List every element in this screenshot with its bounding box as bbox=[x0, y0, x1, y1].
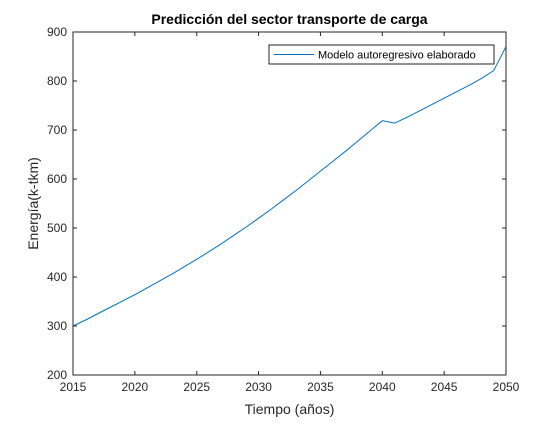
legend-entry: Modelo autoregresivo elaborado bbox=[318, 50, 476, 62]
y-axis-label: Energía(k-tkm) bbox=[25, 157, 41, 250]
series-lines bbox=[72, 46, 507, 327]
y-tick-label: 800 bbox=[47, 74, 67, 88]
plot-area bbox=[73, 32, 506, 375]
x-tick-label: 2015 bbox=[60, 380, 87, 394]
y-tick-label: 200 bbox=[47, 368, 67, 382]
x-tick-label: 2035 bbox=[307, 380, 334, 394]
series-line bbox=[72, 46, 507, 327]
x-tick-label: 2050 bbox=[493, 380, 520, 394]
legend: Modelo autoregresivo elaborado bbox=[268, 44, 495, 65]
y-tick-label: 400 bbox=[47, 270, 67, 284]
x-tick-label: 2025 bbox=[183, 380, 210, 394]
axes-box bbox=[72, 31, 507, 376]
x-tick-label: 2040 bbox=[369, 380, 396, 394]
y-tick-label: 700 bbox=[47, 123, 67, 137]
y-tick-label: 600 bbox=[47, 172, 67, 186]
x-tick-label: 2045 bbox=[431, 380, 458, 394]
y-tick-label: 500 bbox=[47, 221, 67, 235]
tick-labels: 2015 2020 2025 2030 2035 2040 2045 2050 200 300 40… bbox=[47, 25, 520, 394]
x-tick-label: 2020 bbox=[122, 380, 149, 394]
chart-title: Predicción del sector transporte de carg… bbox=[151, 11, 427, 27]
y-tick-label: 300 bbox=[47, 319, 67, 333]
x-axis-label: Tiempo (años) bbox=[245, 401, 335, 417]
x-tick-label: 2030 bbox=[245, 380, 272, 394]
y-tick-label: 900 bbox=[47, 25, 67, 39]
legend-box bbox=[268, 44, 495, 65]
